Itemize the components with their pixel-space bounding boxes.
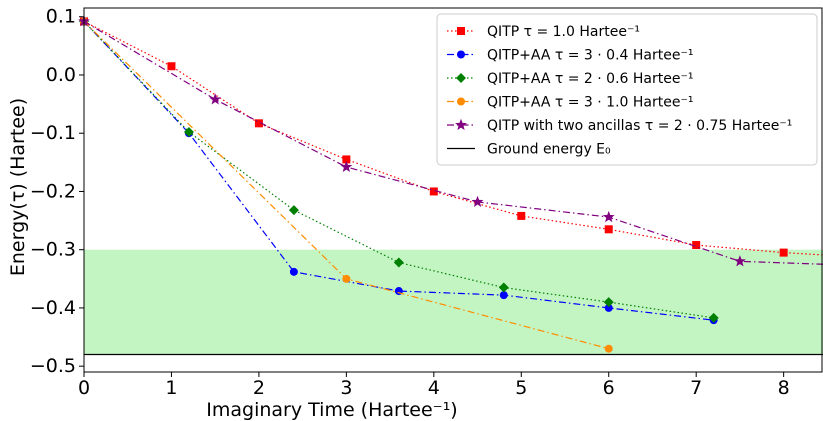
y-tick-label: −0.4: [30, 297, 76, 319]
legend-marker: [457, 27, 465, 35]
legend-entry-2: QITP+AA τ = 3 · 0.4 Hartee⁻¹: [447, 48, 693, 64]
x-tick-label: 0: [78, 377, 90, 399]
x-tick-label: 7: [690, 377, 702, 399]
legend-marker: [457, 97, 465, 106]
series-3-point: [183, 127, 194, 138]
tick-layer: 0 1 2 3 4 5 6 7 8 0.1 0.0 −0.1 −0.2 −0.3 −0.4 −0.5: [30, 6, 790, 399]
legend-marker: [456, 73, 466, 83]
series-3-point: [498, 282, 509, 293]
series-2-point: [499, 291, 508, 300]
series-layer: [78, 15, 823, 353]
x-tick-label: 6: [603, 377, 615, 399]
series-3-point: [708, 312, 719, 323]
shaded-band-layer: [84, 249, 823, 356]
series-3-point: [288, 205, 299, 216]
legend-entry-4: QITP+AA τ = 3 · 1.0 Hartee⁻¹: [447, 95, 693, 111]
plot-frame: [83, 7, 823, 373]
series-4-point: [342, 274, 351, 283]
y-tick-label: −0.1: [30, 122, 76, 144]
y-tick-label: −0.3: [30, 239, 76, 261]
x-tick-label: 5: [515, 377, 527, 399]
series-1-point: [779, 248, 788, 257]
legend-marker: [457, 50, 465, 59]
y-axis-label: Energy(τ) (Hartee): [7, 98, 29, 276]
series-1-point: [517, 211, 526, 220]
series-3-point: [603, 297, 614, 308]
series-2-point: [604, 303, 613, 312]
series-3-point: [393, 257, 404, 268]
x-tick-label: 3: [340, 377, 352, 399]
x-axis-label: Imaginary Time (Hartee⁻¹): [206, 399, 457, 421]
legend: QITP τ = 1.0 Hartee⁻¹ QITP+AA τ = 3 · 0.4…: [436, 13, 818, 166]
x-tick-label: 1: [165, 377, 177, 399]
series-5-point: [340, 160, 353, 173]
legend-label: QITP+AA τ = 2 · 0.6 Hartee⁻¹: [487, 71, 693, 87]
series-1-point: [342, 155, 351, 164]
series-1-point: [429, 187, 438, 196]
legend-entry-3: QITP+AA τ = 2 · 0.6 Hartee⁻¹: [447, 71, 693, 87]
legend-label: QITP with two ancillas τ = 2 · 0.75 Hart…: [487, 118, 792, 134]
legend-box: [436, 13, 818, 166]
y-tick-label: 0.1: [46, 6, 76, 28]
x-tick-label: 8: [778, 377, 790, 399]
legend-entry-1: QITP τ = 1.0 Hartee⁻¹: [447, 24, 640, 40]
series-1-point: [692, 241, 701, 250]
y-tick-label: −0.5: [30, 355, 76, 377]
legend-entry-5: QITP with two ancillas τ = 2 · 0.75 Hart…: [447, 118, 792, 134]
series-1-point: [167, 62, 176, 71]
series-5-point: [471, 195, 484, 207]
series-1-point: [254, 119, 263, 128]
series-2-point: [289, 267, 298, 276]
x-tick-label: 4: [428, 377, 440, 399]
series-1-point: [604, 225, 613, 234]
legend-label: QITP τ = 1.0 Hartee⁻¹: [487, 24, 640, 40]
legend-marker: [455, 118, 467, 131]
plot-border: [83, 7, 823, 373]
series-5-point: [734, 255, 746, 267]
y-tick-label: 0.0: [46, 64, 76, 86]
legend-label: QITP+AA τ = 3 · 1.0 Hartee⁻¹: [487, 95, 693, 111]
legend-label: Ground energy E₀: [487, 142, 611, 158]
series-4-point: [604, 344, 613, 353]
x-tick-label: 2: [253, 377, 265, 399]
y-tick-label: −0.2: [30, 180, 76, 202]
legend-entry-6: Ground energy E₀: [447, 142, 611, 158]
series-5-point: [602, 210, 615, 223]
legend-label: QITP+AA τ = 3 · 0.4 Hartee⁻¹: [487, 48, 693, 64]
series-5-point: [209, 93, 222, 105]
shaded-band: [84, 249, 823, 355]
